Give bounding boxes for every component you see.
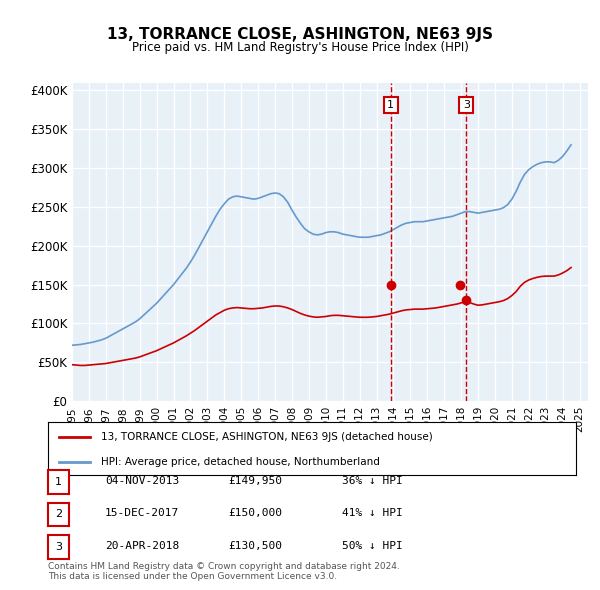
- Text: 15-DEC-2017: 15-DEC-2017: [105, 509, 179, 518]
- Text: £149,950: £149,950: [228, 476, 282, 486]
- Text: £130,500: £130,500: [228, 541, 282, 550]
- Text: Contains HM Land Registry data © Crown copyright and database right 2024.
This d: Contains HM Land Registry data © Crown c…: [48, 562, 400, 581]
- Text: 2: 2: [55, 510, 62, 519]
- Text: HPI: Average price, detached house, Northumberland: HPI: Average price, detached house, Nort…: [101, 457, 380, 467]
- Text: 20-APR-2018: 20-APR-2018: [105, 541, 179, 550]
- Text: 04-NOV-2013: 04-NOV-2013: [105, 476, 179, 486]
- Text: 3: 3: [55, 542, 62, 552]
- Text: 3: 3: [463, 100, 470, 110]
- Text: 1: 1: [55, 477, 62, 487]
- Text: Price paid vs. HM Land Registry's House Price Index (HPI): Price paid vs. HM Land Registry's House …: [131, 41, 469, 54]
- Text: 13, TORRANCE CLOSE, ASHINGTON, NE63 9JS: 13, TORRANCE CLOSE, ASHINGTON, NE63 9JS: [107, 27, 493, 41]
- Text: 41% ↓ HPI: 41% ↓ HPI: [342, 509, 403, 518]
- Text: 13, TORRANCE CLOSE, ASHINGTON, NE63 9JS (detached house): 13, TORRANCE CLOSE, ASHINGTON, NE63 9JS …: [101, 432, 433, 442]
- Text: 50% ↓ HPI: 50% ↓ HPI: [342, 541, 403, 550]
- Text: 1: 1: [387, 100, 394, 110]
- Text: 36% ↓ HPI: 36% ↓ HPI: [342, 476, 403, 486]
- Text: £150,000: £150,000: [228, 509, 282, 518]
